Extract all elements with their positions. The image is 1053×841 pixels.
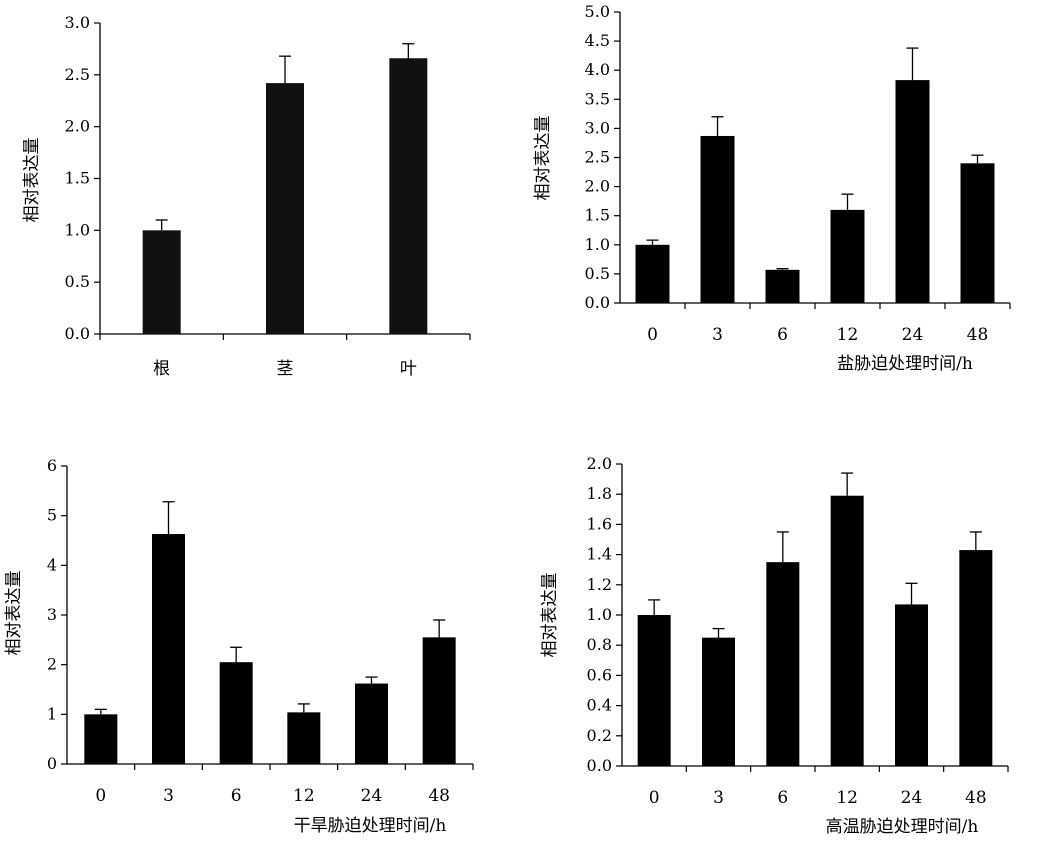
x-category-label: 根 [153, 359, 170, 379]
bar-12 [830, 209, 865, 303]
x-axis-title: 盐胁迫处理时间/h [837, 354, 973, 374]
y-tick-label: 1.4 [587, 545, 612, 564]
x-category-label: 48 [428, 786, 450, 806]
bar-茎 [266, 83, 304, 334]
x-category-label: 12 [836, 788, 858, 808]
y-tick-label: 2.0 [585, 177, 610, 196]
bar-0 [637, 615, 671, 766]
y-tick-label: 1.0 [65, 220, 90, 239]
bar-6 [766, 562, 800, 766]
y-tick-label: 0.5 [65, 272, 90, 291]
bar-24 [895, 80, 930, 304]
x-axis-title: 高温胁迫处理时间/h [826, 817, 979, 837]
y-tick-label: 2.0 [587, 454, 612, 473]
x-category-label: 3 [713, 788, 724, 808]
chart-salt-stress: 0.0 0.5 1.0 1.5 2.0 2.5 3.0 3.5 4.0 4.5 5.0 0 3 6 12 24… [533, 2, 1011, 374]
x-axis-title: 干旱胁迫处理时间/h [294, 816, 447, 836]
y-axis-title: 相对表达量 [4, 571, 24, 656]
y-tick-label: 2.5 [65, 65, 90, 84]
y-tick-label: 0.0 [585, 293, 610, 312]
y-tick-label: 1.8 [587, 484, 612, 503]
x-category-label: 6 [777, 325, 788, 345]
y-tick-label: 0.0 [587, 756, 612, 775]
chart-tissue-expression: 0.0 0.5 1.0 1.5 2.0 2.5 3.0 根 茎 叶 相对表达量 [22, 13, 471, 379]
bar-48 [960, 163, 995, 303]
bar-6 [219, 662, 253, 764]
x-category-label: 6 [777, 788, 788, 808]
chart-heat-stress: 0.0 0.2 0.4 0.6 0.8 1.0 1.2 1.4 1.6 1.8 2.0 0 3 6 12 24… [540, 454, 1009, 837]
x-category-label: 0 [95, 786, 106, 806]
x-category-label: 48 [965, 788, 987, 808]
x-category-label: 0 [647, 325, 658, 345]
x-category-label: 12 [837, 325, 859, 345]
bar-3 [702, 637, 735, 766]
y-tick-label: 4.0 [585, 60, 610, 79]
y-tick-label: 3 [47, 605, 57, 624]
y-axis-title: 相对表达量 [540, 573, 560, 658]
y-tick-label: 1 [47, 704, 57, 723]
y-tick-label: 4.5 [585, 31, 610, 50]
x-category-label: 6 [231, 786, 242, 806]
x-category-label: 12 [293, 786, 315, 806]
y-tick-label: 1.2 [587, 575, 612, 594]
x-category-label: 24 [902, 325, 924, 345]
bar-48 [959, 550, 993, 766]
y-axis-title: 相对表达量 [533, 116, 553, 201]
bar-0 [84, 714, 118, 764]
x-category-label: 3 [163, 786, 174, 806]
y-tick-label: 3.0 [65, 13, 90, 32]
y-tick-label: 0.6 [587, 665, 612, 684]
x-category-label: 24 [901, 788, 923, 808]
bar-48 [422, 637, 456, 764]
x-category-label: 茎 [277, 359, 294, 379]
bar-6 [765, 269, 800, 303]
bar-3 [152, 534, 185, 764]
y-tick-label: 5.0 [585, 2, 610, 21]
x-category-label: 24 [361, 786, 383, 806]
y-axis-title: 相对表达量 [22, 138, 42, 223]
y-tick-label: 4 [47, 555, 57, 574]
y-tick-label: 1.6 [587, 514, 612, 533]
y-tick-label: 0.8 [587, 635, 612, 654]
y-tick-label: 5 [47, 506, 57, 525]
bar-24 [355, 683, 388, 764]
y-tick-label: 0.5 [585, 264, 610, 283]
y-tick-label: 6 [47, 456, 57, 475]
y-tick-label: 2.0 [65, 117, 90, 136]
y-tick-label: 1.5 [65, 169, 90, 188]
y-tick-label: 2 [47, 655, 57, 674]
bar-24 [895, 604, 928, 766]
y-tick-label: 3.5 [585, 89, 610, 108]
y-tick-label: 3.0 [585, 118, 610, 137]
y-tick-label: 1.5 [585, 206, 610, 225]
bar-0 [635, 244, 670, 303]
y-tick-label: 0.0 [65, 324, 90, 343]
y-tick-label: 0.2 [587, 726, 612, 745]
bar-3 [700, 135, 735, 303]
y-tick-label: 0 [47, 754, 57, 773]
x-category-label: 叶 [400, 359, 417, 379]
x-category-label: 3 [712, 325, 723, 345]
x-category-label: 0 [649, 788, 660, 808]
bar-叶 [389, 58, 428, 334]
bar-12 [287, 712, 321, 764]
bar-12 [830, 495, 864, 766]
bar-根 [142, 230, 181, 334]
y-tick-label: 0.4 [587, 696, 612, 715]
y-tick-label: 1.0 [585, 235, 610, 254]
y-tick-label: 2.5 [585, 148, 610, 167]
y-tick-label: 1.0 [587, 605, 612, 624]
x-category-label: 48 [967, 325, 989, 345]
